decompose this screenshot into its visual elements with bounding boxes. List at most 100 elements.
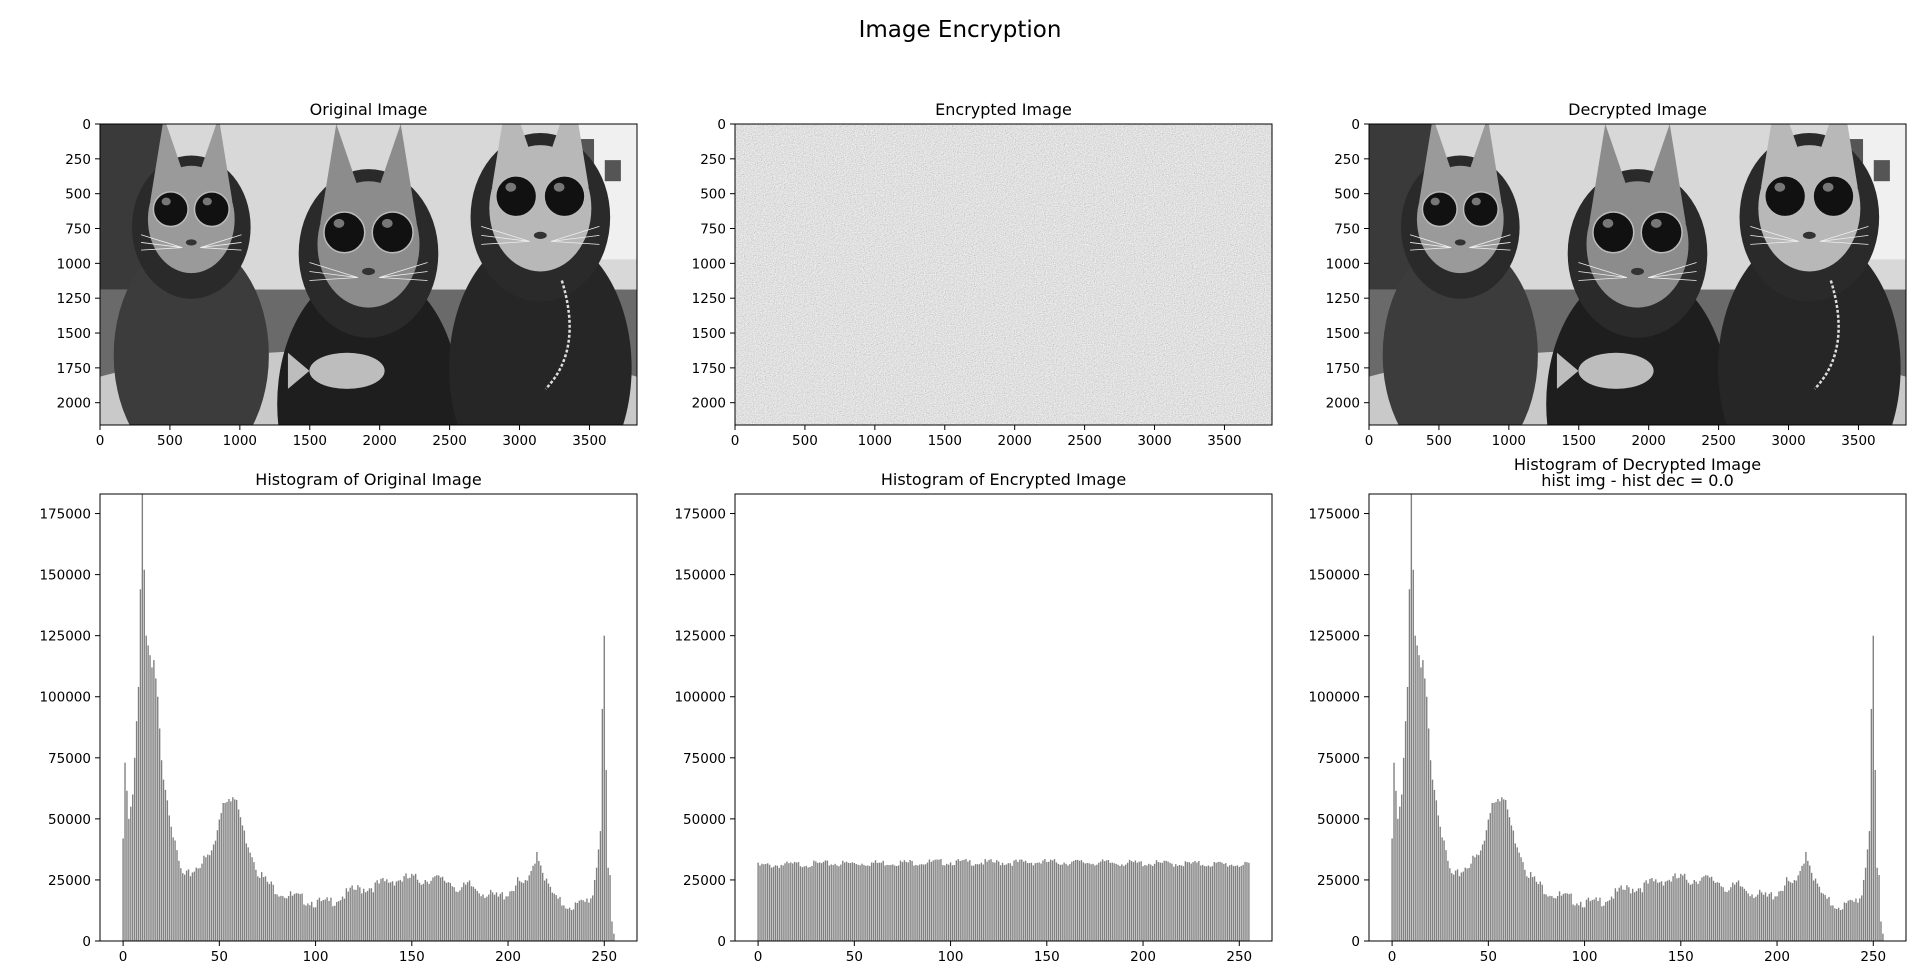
histogram-bar: [809, 866, 811, 941]
histogram-panel-1: Histogram of Original Image 0 50 100 150 200 2…: [39, 470, 638, 965]
histogram-bar: [133, 757, 136, 941]
histogram-bar: [1015, 859, 1017, 941]
histogram-bar: [1687, 882, 1690, 941]
y-tick-label: 0: [82, 934, 91, 950]
histogram-bar: [216, 830, 219, 941]
histogram-bar: [332, 906, 334, 941]
histogram-bar: [1433, 789, 1436, 941]
y-tick-label: 1250: [692, 291, 726, 307]
histogram-bar: [1096, 864, 1098, 941]
histogram-bar: [1238, 866, 1240, 941]
histogram-bars: [757, 859, 1250, 941]
histogram-bar: [1772, 899, 1774, 941]
histogram-bar: [361, 893, 363, 941]
histogram-bar: [1726, 892, 1728, 941]
histogram-bar: [193, 871, 196, 941]
histogram-bar: [1743, 888, 1746, 941]
histogram-bar: [1766, 896, 1769, 941]
histogram-bar: [465, 884, 467, 941]
histogram-bar: [407, 878, 409, 941]
histogram-bar: [869, 865, 871, 941]
histogram-bar: [185, 870, 188, 941]
histogram-bar: [845, 861, 848, 941]
histogram-bar: [386, 879, 388, 941]
histogram-bar: [266, 881, 269, 941]
histogram-bar: [1019, 859, 1021, 941]
histogram-bar: [441, 876, 444, 941]
histogram-bar: [830, 864, 832, 941]
histogram-bar: [1134, 860, 1137, 941]
histogram-bar: [264, 876, 267, 941]
histogram-bar: [1412, 569, 1414, 941]
histogram-bar: [1138, 861, 1140, 941]
y-tick-label: 1500: [57, 326, 91, 342]
histogram-bar: [1084, 863, 1086, 941]
histogram-bar: [132, 794, 134, 941]
encrypted-noise-image: [735, 124, 1272, 425]
histogram-bar: [1791, 883, 1794, 941]
histogram-bar: [278, 896, 280, 941]
histogram-bar: [1820, 892, 1823, 941]
histogram-bar: [1053, 859, 1056, 941]
histogram-bar: [1076, 859, 1079, 941]
histogram-bar: [944, 865, 946, 941]
histogram-bar: [1499, 801, 1501, 941]
histogram-bar: [568, 907, 571, 941]
histogram-bar: [328, 900, 330, 941]
histogram-bar: [930, 861, 933, 941]
histogram-bar: [788, 863, 790, 941]
histogram-bar: [1447, 860, 1449, 941]
histogram-bar: [1136, 862, 1138, 941]
histogram-bar: [1776, 896, 1778, 941]
histogram-bar: [865, 865, 867, 941]
histogram-bar: [495, 892, 498, 941]
histogram-bar: [168, 815, 170, 941]
histogram-bar: [316, 899, 319, 941]
histogram-bar: [1535, 881, 1538, 941]
histogram-bar: [126, 790, 128, 941]
histogram-bar: [195, 867, 197, 941]
histogram-bar: [599, 831, 602, 941]
histogram-bar: [268, 884, 271, 941]
histogram-bar: [516, 877, 519, 941]
histogram-bar: [976, 864, 979, 941]
x-tick-label: 3000: [1137, 433, 1171, 449]
histogram-bar: [763, 864, 765, 941]
histogram-bar: [1007, 863, 1010, 941]
histogram-bar: [1599, 897, 1601, 941]
histogram-bar: [1612, 898, 1615, 941]
histogram-bar: [984, 859, 986, 941]
histogram-bar: [518, 880, 521, 941]
histogram-bar: [1217, 861, 1219, 941]
histogram-bar: [1718, 882, 1720, 941]
histogram-bar: [295, 893, 298, 941]
histogram-bar: [951, 865, 954, 941]
histogram-bar: [1597, 900, 1599, 941]
histogram-bar: [347, 891, 349, 941]
histogram-bar: [230, 801, 232, 941]
histogram-bar: [1176, 865, 1179, 941]
histogram-bar: [1207, 865, 1210, 941]
histogram-bar: [1768, 893, 1771, 941]
figure-title: Image Encryption: [859, 17, 1062, 43]
x-tick-label: 2000: [1632, 433, 1666, 449]
histogram-bar: [1057, 863, 1060, 941]
histogram-bar: [468, 880, 471, 941]
histogram-bar: [1560, 895, 1563, 941]
histogram-bar: [499, 893, 502, 941]
histogram-bar: [1230, 864, 1233, 941]
x-tick-label: 1000: [858, 433, 892, 449]
histogram-bar: [447, 882, 450, 941]
histogram-bar: [1555, 898, 1557, 941]
y-tick-label: 125000: [1308, 629, 1360, 645]
histogram-bar: [901, 862, 904, 941]
histogram-bar: [1655, 879, 1657, 941]
histogram-bar: [1739, 886, 1742, 941]
histogram-bar: [1716, 882, 1719, 941]
histogram-bar: [1635, 890, 1638, 941]
histogram-bar: [1065, 863, 1067, 941]
histogram-bar: [1866, 849, 1869, 941]
histogram-bar: [1747, 893, 1749, 941]
histogram-bar: [892, 864, 894, 941]
histogram-bar: [597, 849, 600, 941]
